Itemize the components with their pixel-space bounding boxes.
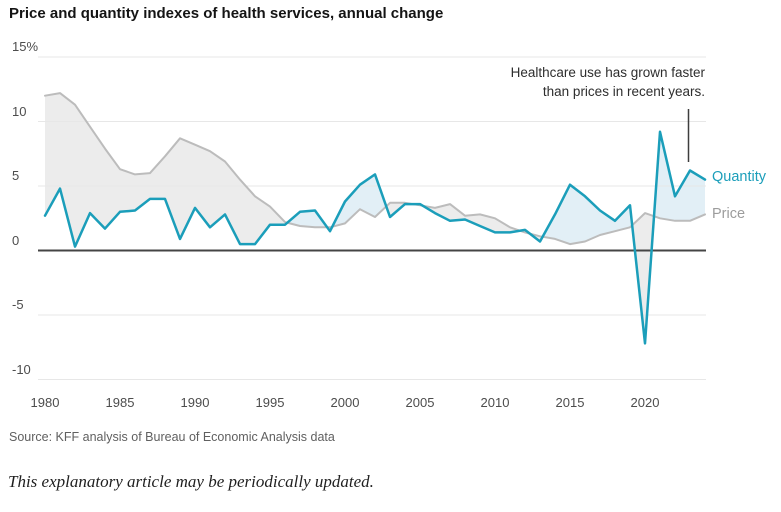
x-tick-label: 1980 [30,395,60,410]
x-tick-label: 1985 [105,395,135,410]
x-tick-label: 2000 [330,395,360,410]
x-tick-label: 2005 [405,395,435,410]
x-tick-label: 1990 [180,395,210,410]
footer-note: This explanatory article may be periodic… [8,472,374,491]
y-tick-label: 10 [12,103,27,119]
annotation-line-2: than prices in recent years. [542,84,705,99]
y-tick-label: 15% [12,39,39,54]
x-tick-label: 2020 [630,395,660,410]
y-tick-label: -10 [12,361,31,377]
legend-label-quantity: Quantity [712,169,766,185]
chart-annotation: Healthcare use has grown faster than pri… [385,63,705,101]
source-note: Source: KFF analysis of Bureau of Econom… [9,430,335,444]
x-tick-label: 2015 [555,395,585,410]
annotation-line-1: Healthcare use has grown faster [510,65,705,80]
x-tick-label: 1995 [255,395,285,410]
x-tick-label: 2010 [480,395,510,410]
y-tick-label: 5 [12,168,20,183]
y-tick-label: 0 [12,232,20,248]
y-tick-label: -5 [12,297,24,312]
legend-label-price: Price [712,206,746,222]
chart-title: Price and quantity indexes of health ser… [9,5,444,22]
